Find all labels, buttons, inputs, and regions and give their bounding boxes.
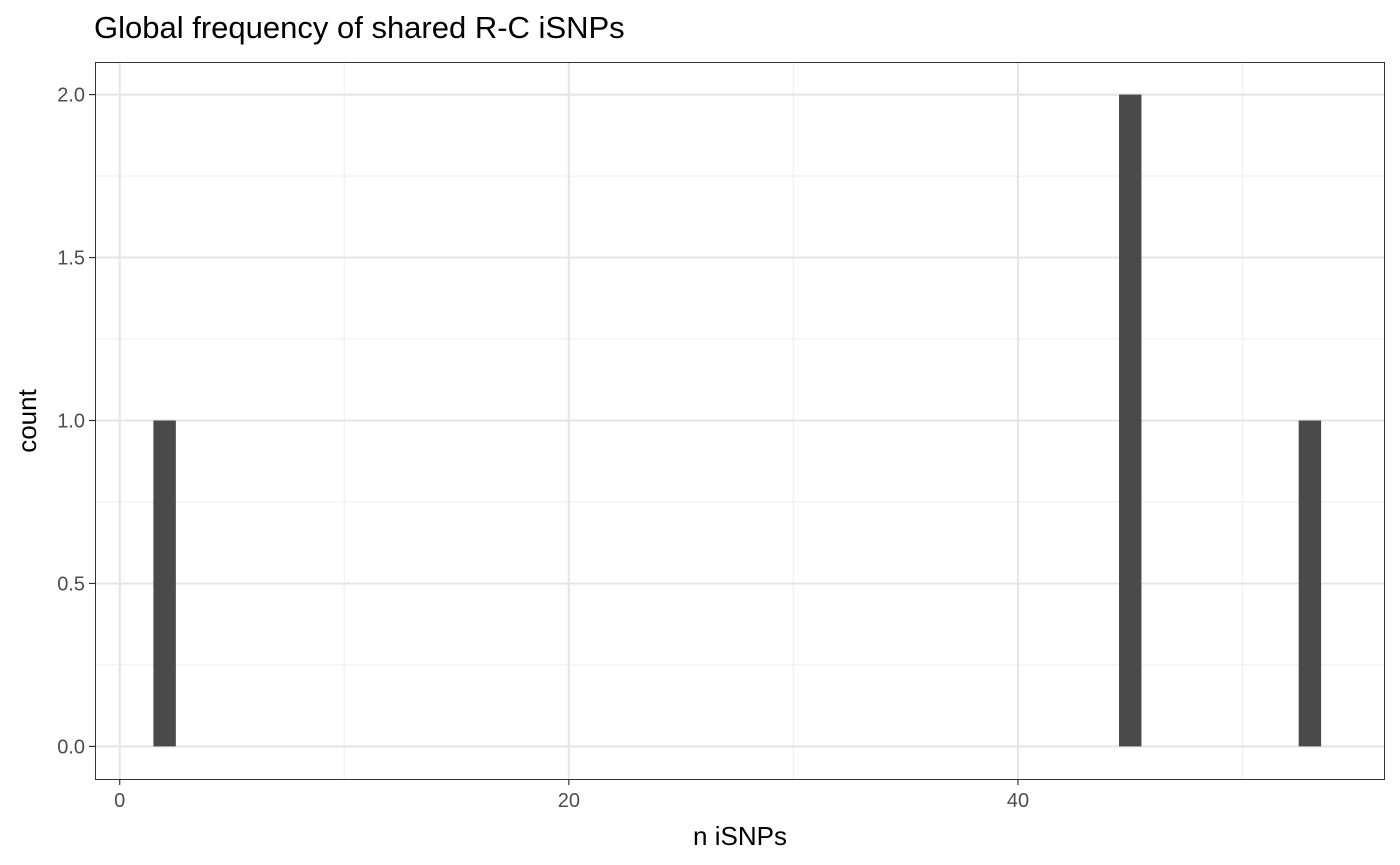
axes: 0 20 40 0.0 0.5 1.0 1.5 2.0 [57, 85, 1029, 812]
histogram-bar [1119, 94, 1142, 747]
histogram-bar [1298, 420, 1322, 747]
y-tick-label: 1.5 [57, 248, 85, 270]
x-axis-title: n iSNPs [693, 821, 787, 851]
histogram-bar [153, 420, 176, 747]
grid [95, 62, 1384, 779]
x-tick-label: 0 [114, 790, 125, 812]
x-tick-label: 40 [1007, 790, 1029, 812]
y-tick-label: 0.0 [57, 736, 85, 758]
y-tick-label: 1.0 [57, 411, 85, 433]
bars [153, 94, 1322, 747]
y-axis-title: count [12, 388, 42, 452]
y-tick-label: 0.5 [57, 573, 85, 595]
x-tick-label: 20 [558, 790, 580, 812]
panel-border [95, 62, 1385, 780]
chart-title: Global frequency of shared R-C iSNPs [94, 10, 625, 45]
y-tick-label: 2.0 [57, 85, 85, 107]
